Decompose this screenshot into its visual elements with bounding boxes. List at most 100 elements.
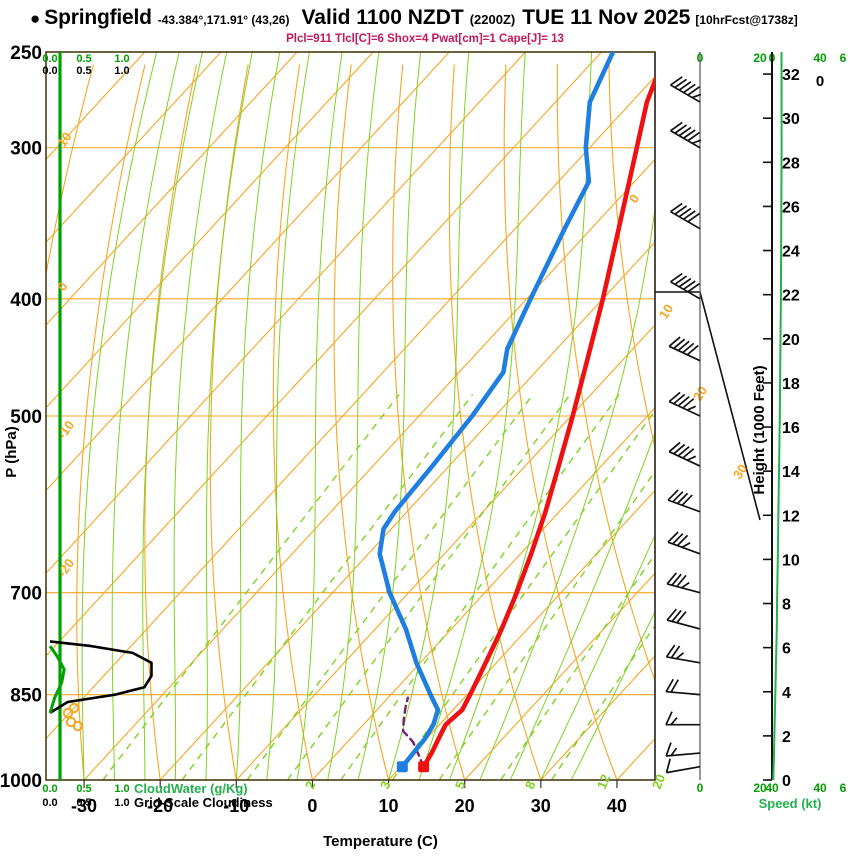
height-tick-label: 0 — [782, 773, 791, 790]
station-coordinates: -43.384°,171.91° (43,26) — [157, 13, 290, 27]
wind-barb — [670, 202, 701, 230]
cloud-marker-icon — [62, 707, 74, 719]
skewt-grid — [46, 52, 850, 781]
moist-adiabat-line — [142, 52, 203, 780]
wind-barb — [667, 489, 701, 513]
dry-adiabat-line — [209, 64, 249, 780]
dry-adiabat-label-left: 10 — [54, 129, 75, 149]
profile-cloudwater — [48, 645, 66, 714]
isotherm-line — [46, 52, 222, 243]
temperature-tick-label: 10 — [379, 796, 399, 816]
cloudwater-tick-bottom: 0.0 — [42, 783, 57, 795]
dry-adiabat-label-left: -20 — [54, 556, 77, 580]
wind-panel-divider — [655, 291, 761, 521]
profile-temperature — [421, 74, 655, 769]
moist-adiabat-line — [111, 52, 180, 780]
wind-barb — [665, 644, 701, 664]
speed-tick-top: 40 — [813, 51, 827, 65]
mixing-ratio-line — [438, 470, 655, 780]
pressure-tick-label: 850 — [10, 686, 42, 707]
moist-adiabat-line — [540, 534, 655, 780]
dry-adiabat-line — [392, 64, 466, 780]
wind-barb — [698, 52, 700, 53]
dry-adiabat-line — [144, 64, 198, 780]
profile-parcel-path — [401, 696, 425, 768]
wind-barb — [670, 121, 702, 149]
cloudwater-tick-bottom: 0.5 — [76, 783, 91, 795]
temperature-tick-label: 20 — [455, 796, 475, 816]
cloudiness-axis-label: Grid-Scale Cloudiness — [134, 795, 273, 810]
dry-adiabat-line — [272, 64, 313, 780]
wind-barb — [665, 742, 701, 757]
height-tick-label: 2 — [782, 729, 791, 746]
wind-barb — [665, 678, 701, 696]
temperature-axis-title: Temperature (C) — [323, 833, 438, 850]
isotherm-line — [46, 52, 526, 574]
cloudwater-tick-bottom: 1.0 — [114, 783, 129, 795]
cloudiness-tick-bottom: 1.0 — [114, 797, 129, 809]
moist-adiabat-line — [449, 52, 593, 780]
isotherm-line — [83, 158, 655, 780]
wind-barb — [670, 272, 701, 300]
temperature-tick-label: -10 — [223, 796, 249, 816]
wind-barb — [668, 391, 701, 417]
mixing-ratio-line — [391, 409, 655, 780]
temperature-tick-label: -20 — [147, 796, 173, 816]
mixing-ratio-line — [181, 394, 474, 780]
wind-barb — [665, 711, 700, 726]
height-tick-label: 28 — [782, 155, 800, 172]
dry-adiabat-label-left: 0 — [54, 279, 70, 294]
valid-time-zulu: (2200Z) — [469, 12, 516, 27]
mixing-ratio-line — [550, 624, 655, 780]
isotherm-line — [46, 52, 374, 409]
moist-adiabat-line — [235, 52, 281, 780]
dry-adiabat-line — [815, 65, 850, 781]
cloudwater-tick-top: 0.0 — [42, 53, 57, 65]
dry-adiabat-line — [448, 64, 542, 780]
wind-barb — [665, 758, 701, 774]
dry-adiabat-line — [333, 64, 390, 780]
isotherm-line — [46, 52, 450, 492]
cloudiness-tick-top: 0.0 — [42, 65, 57, 77]
dry-adiabat-label-right: 30 — [730, 461, 750, 481]
speed-tick-top: 20 — [753, 51, 767, 65]
dewpoint-marker — [396, 761, 408, 773]
height-axis-title: Height (1000 Feet) — [751, 365, 768, 494]
cloudwater-axis-label: CloudWater (g/Kg) — [134, 781, 248, 796]
mixing-ratio-line — [246, 394, 534, 780]
temperature-tick-label: 30 — [531, 796, 551, 816]
cloudwater-tick-top: 0.5 — [76, 53, 91, 65]
cloud-marker-icon — [68, 702, 80, 714]
height-tick-label: 24 — [782, 244, 800, 261]
temperature-marker — [418, 761, 430, 773]
height-tick-label: 6 — [782, 641, 791, 658]
pressure-tick-label: 1000 — [0, 771, 42, 792]
pressure-tick-label: 700 — [10, 584, 42, 605]
pressure-axis-title: P (hPa) — [3, 426, 20, 477]
isotherm-line — [312, 406, 655, 780]
wind-barb — [668, 441, 701, 467]
cloud-marker-icon — [72, 720, 84, 732]
height-tick-label: 30 — [782, 111, 800, 128]
isotherm-line — [540, 655, 655, 780]
height-tick-label: 18 — [782, 376, 800, 393]
mixing-ratio-label: 20 — [649, 772, 668, 791]
height-tick-label: 16 — [782, 420, 800, 437]
wind-barb — [668, 336, 701, 362]
height-tick-label: 32 — [782, 67, 800, 84]
valid-time: Valid 1100 NZDT — [301, 6, 464, 29]
profile-grid-scale-cloudiness — [49, 640, 153, 715]
moist-adiabat-line — [479, 204, 655, 780]
isotherm-line — [46, 52, 298, 326]
wind-barb-panel — [665, 52, 702, 780]
pressure-tick-label: 400 — [10, 290, 42, 311]
valid-date: TUE 11 Nov 2025 — [522, 6, 691, 29]
station-name: Springfield — [44, 6, 152, 29]
isotherm-line — [388, 489, 655, 780]
moist-adiabat-line — [296, 52, 343, 780]
moist-adiabat-line — [173, 52, 228, 780]
